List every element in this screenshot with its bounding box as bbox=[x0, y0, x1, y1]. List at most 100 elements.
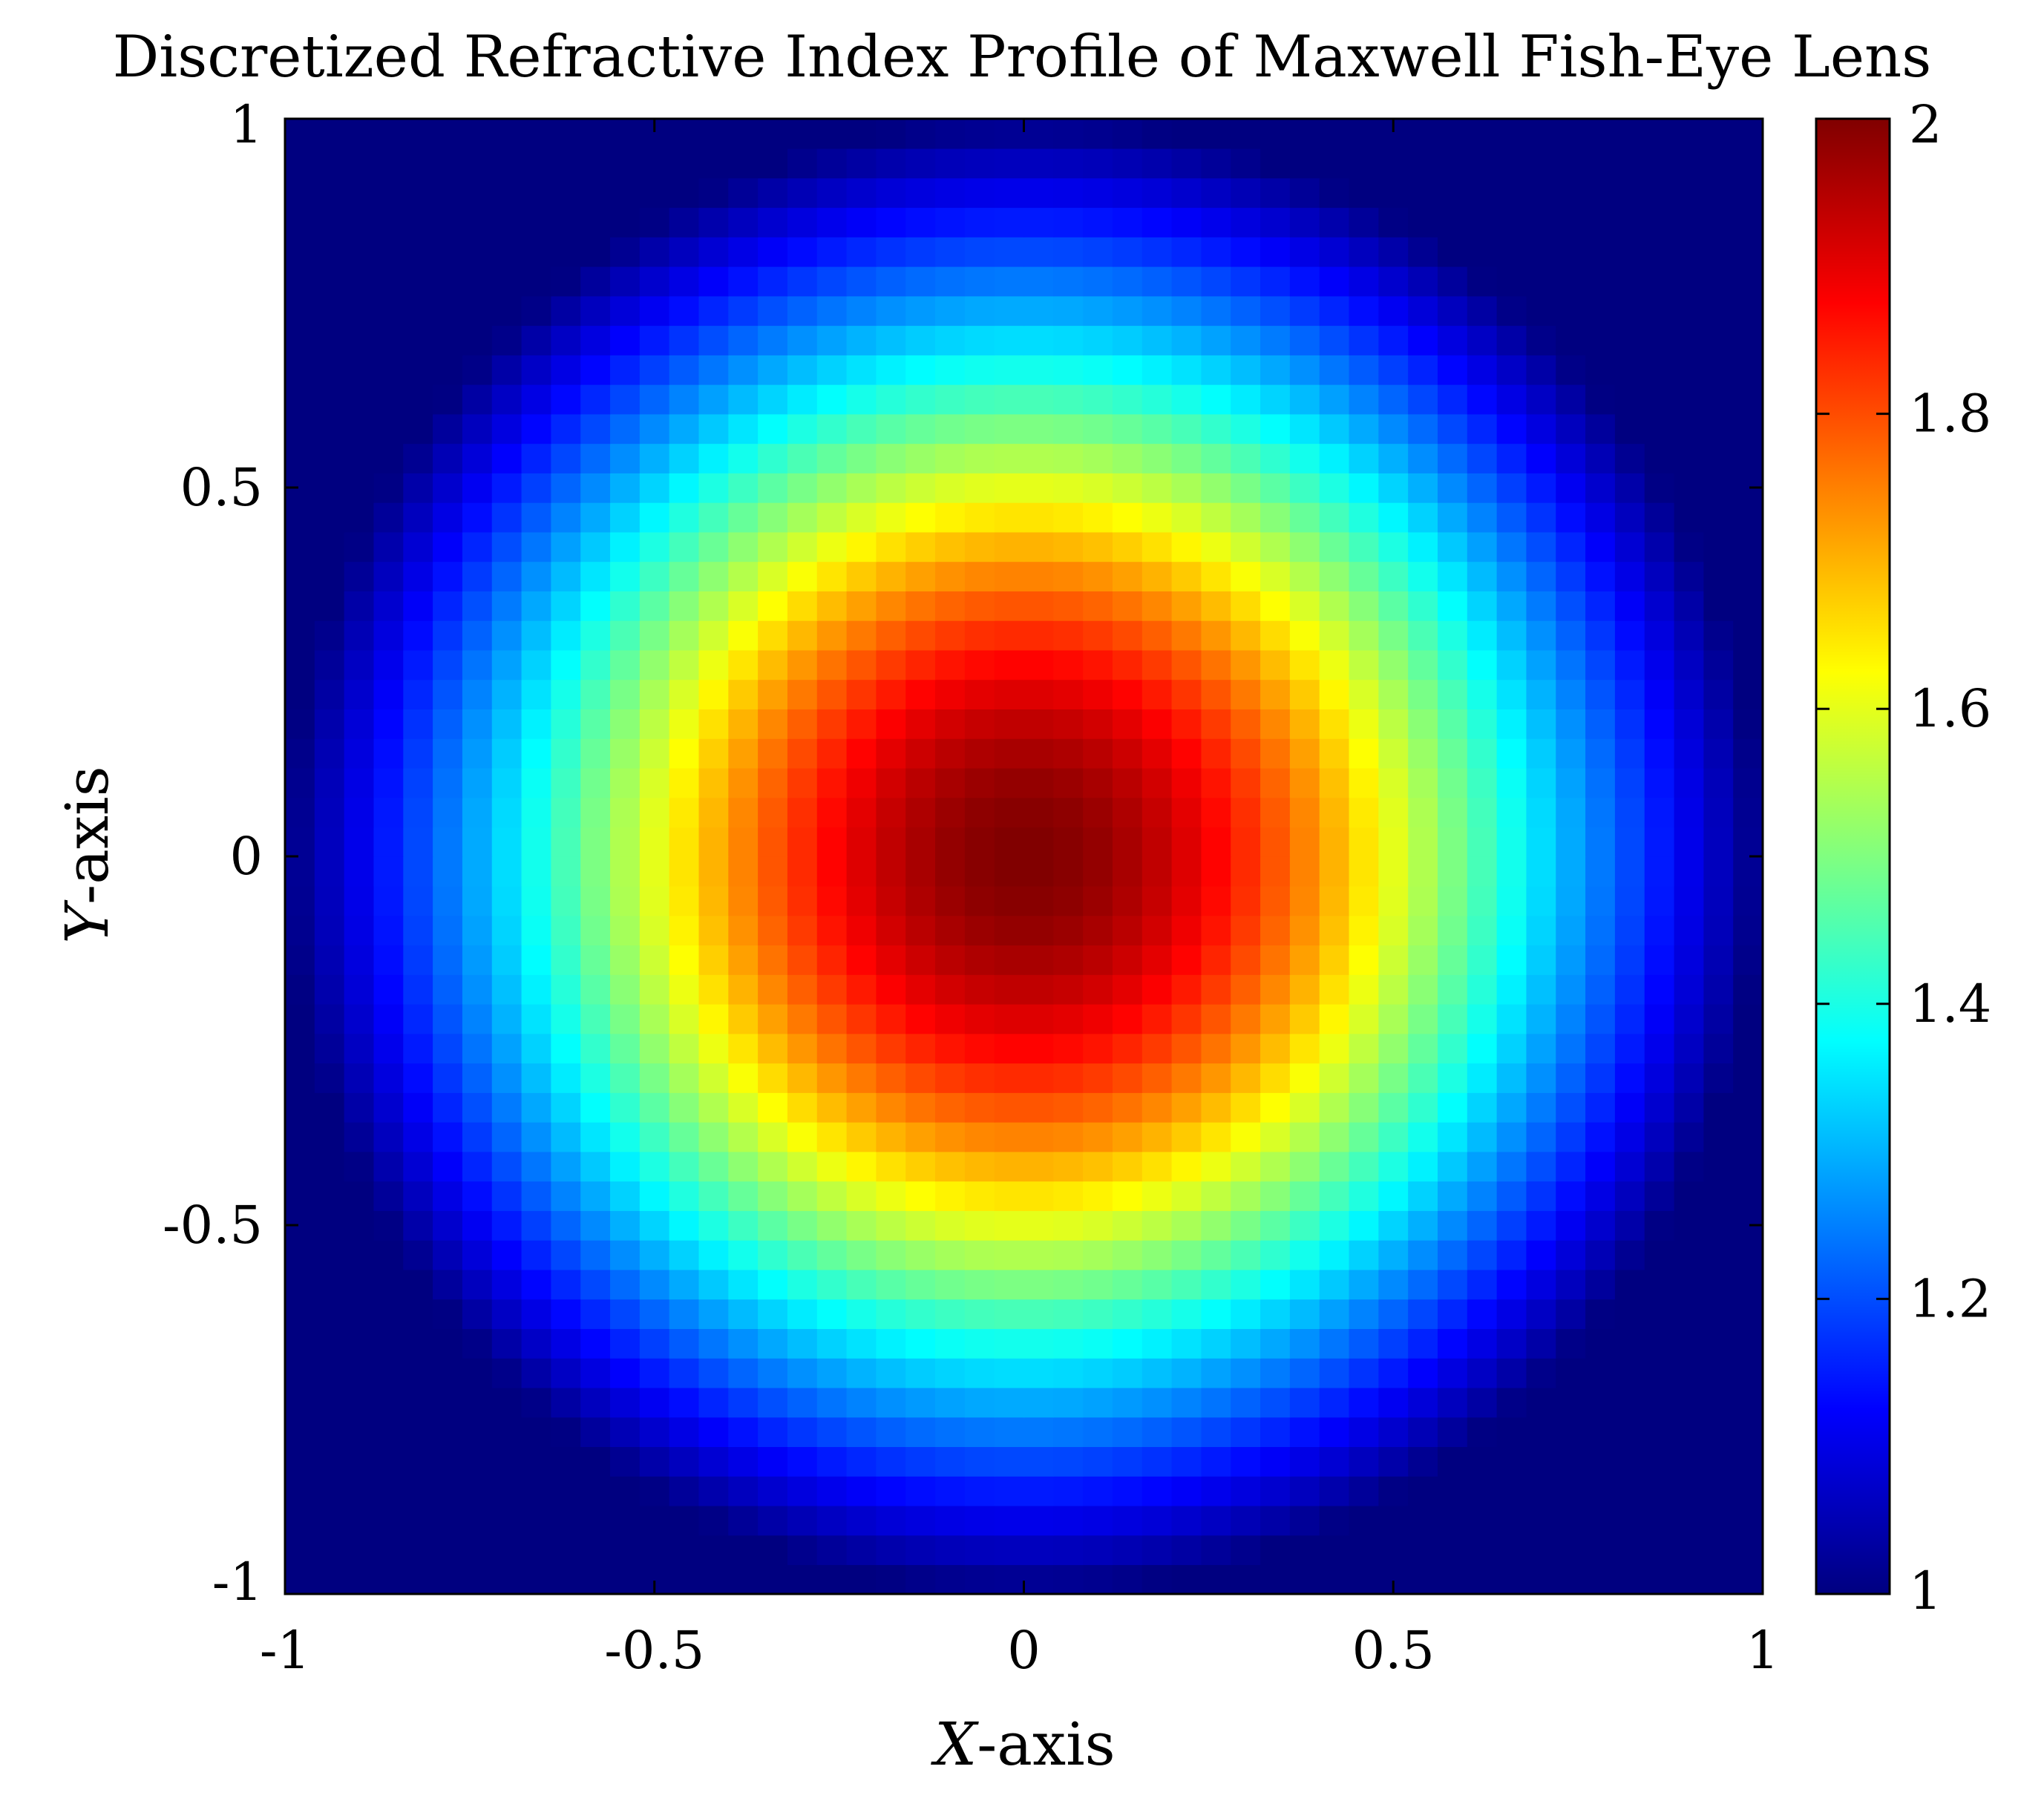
heatmap-cell bbox=[1289, 797, 1320, 828]
heatmap-cell bbox=[1526, 177, 1557, 209]
heatmap-cell bbox=[580, 620, 611, 651]
heatmap-cell bbox=[1141, 177, 1173, 209]
heatmap-cell bbox=[935, 384, 966, 415]
heatmap-cell bbox=[462, 827, 493, 857]
heatmap-cell bbox=[994, 266, 1025, 297]
heatmap-cell bbox=[846, 1475, 877, 1506]
heatmap-cell bbox=[580, 591, 611, 621]
heatmap-cell bbox=[551, 1210, 581, 1241]
heatmap-cell bbox=[669, 207, 700, 237]
heatmap-cell bbox=[1319, 237, 1350, 267]
heatmap-cell bbox=[1674, 1328, 1705, 1359]
colorbar-ticks: 11.21.41.61.82 bbox=[1816, 94, 1991, 1621]
heatmap-cell bbox=[1201, 1210, 1232, 1241]
heatmap-cell bbox=[314, 1505, 345, 1536]
heatmap-cell bbox=[1674, 1210, 1705, 1241]
heatmap-cell bbox=[521, 767, 552, 798]
heatmap-cell bbox=[905, 1446, 936, 1477]
heatmap-cell bbox=[1733, 974, 1763, 1005]
heatmap-cell bbox=[403, 1446, 433, 1477]
heatmap-cell bbox=[1585, 885, 1616, 916]
heatmap-cell bbox=[1556, 856, 1586, 887]
heatmap-cell bbox=[698, 1181, 730, 1211]
heatmap-cell bbox=[1556, 1269, 1586, 1300]
heatmap-cell bbox=[816, 266, 848, 297]
heatmap-cell bbox=[1467, 1239, 1498, 1270]
heatmap-cell bbox=[816, 856, 848, 887]
heatmap-cell bbox=[935, 1181, 966, 1211]
heatmap-cell bbox=[1556, 148, 1586, 179]
heatmap-cell bbox=[1112, 767, 1143, 798]
heatmap-cell bbox=[1112, 915, 1143, 946]
heatmap-cell bbox=[1437, 119, 1468, 149]
heatmap-cell bbox=[1289, 767, 1320, 798]
heatmap-cell bbox=[1201, 620, 1232, 651]
heatmap-cell bbox=[403, 1210, 433, 1241]
heatmap-cell bbox=[1496, 797, 1527, 828]
heatmap-cell bbox=[491, 177, 523, 209]
heatmap-cell bbox=[1703, 767, 1734, 798]
heatmap-cell bbox=[373, 1299, 404, 1329]
heatmap-cell bbox=[551, 384, 581, 415]
heatmap-cell bbox=[1023, 1092, 1055, 1123]
heatmap-cell bbox=[1437, 237, 1468, 267]
heatmap-cell bbox=[876, 295, 907, 327]
heatmap-cell bbox=[1053, 531, 1084, 562]
heatmap-cell bbox=[1171, 827, 1202, 857]
heatmap-cell bbox=[1171, 443, 1202, 473]
heatmap-cell bbox=[1703, 1535, 1734, 1566]
heatmap-cell bbox=[521, 856, 552, 887]
heatmap-cell bbox=[669, 1535, 700, 1566]
heatmap-cell bbox=[580, 974, 611, 1005]
heatmap-cell bbox=[1083, 738, 1113, 769]
heatmap-cell bbox=[1674, 1092, 1705, 1123]
heatmap-cell bbox=[1585, 1003, 1616, 1034]
heatmap-cell bbox=[610, 1446, 641, 1477]
heatmap-cell bbox=[787, 945, 818, 975]
heatmap-cell bbox=[373, 1151, 404, 1182]
heatmap-cell bbox=[610, 1003, 641, 1034]
heatmap-cell bbox=[964, 591, 995, 621]
heatmap-cell bbox=[1556, 325, 1586, 355]
heatmap-cell bbox=[1349, 915, 1380, 946]
heatmap-cell bbox=[1023, 443, 1055, 473]
heatmap-cell bbox=[728, 1151, 759, 1182]
heatmap-cell bbox=[1023, 384, 1055, 415]
heatmap-cell bbox=[433, 1121, 463, 1152]
heatmap-cell bbox=[876, 237, 907, 267]
heatmap-cell bbox=[314, 709, 345, 739]
heatmap-cell bbox=[964, 1328, 995, 1359]
heatmap-cell bbox=[905, 1063, 936, 1093]
heatmap-cell bbox=[403, 119, 433, 149]
heatmap-cell bbox=[1201, 1535, 1232, 1566]
x-axis-label-suffix: -axis bbox=[977, 1710, 1115, 1779]
heatmap-cell bbox=[1467, 295, 1498, 327]
heatmap-cell bbox=[1408, 856, 1438, 887]
heatmap-cell bbox=[1496, 915, 1527, 946]
heatmap-cell bbox=[935, 295, 966, 327]
heatmap-cell bbox=[1112, 1357, 1143, 1388]
heatmap-cell bbox=[403, 413, 433, 444]
heatmap-cell bbox=[1703, 1003, 1734, 1034]
heatmap-cell bbox=[314, 591, 345, 621]
heatmap-cell bbox=[728, 531, 759, 562]
heatmap-cell bbox=[1201, 1033, 1232, 1064]
heatmap-cell bbox=[1378, 591, 1409, 621]
heatmap-cell bbox=[1526, 384, 1557, 415]
heatmap-cell bbox=[1703, 1092, 1734, 1123]
heatmap-cell bbox=[1171, 1269, 1202, 1300]
heatmap-cell bbox=[1556, 207, 1586, 237]
heatmap-cell bbox=[314, 1475, 345, 1506]
heatmap-cell bbox=[905, 237, 936, 267]
heatmap-cell bbox=[1467, 591, 1498, 621]
heatmap-cell bbox=[1023, 1357, 1055, 1388]
heatmap-cell bbox=[521, 207, 552, 237]
heatmap-cell bbox=[669, 1239, 700, 1270]
heatmap-cell bbox=[1349, 649, 1380, 680]
y-tick-label: -1 bbox=[212, 1552, 263, 1613]
heatmap-cell bbox=[698, 1003, 730, 1034]
heatmap-cell bbox=[669, 915, 700, 946]
heatmap-cell bbox=[876, 738, 907, 769]
heatmap-cell bbox=[876, 266, 907, 297]
heatmap-cell bbox=[344, 1063, 375, 1093]
